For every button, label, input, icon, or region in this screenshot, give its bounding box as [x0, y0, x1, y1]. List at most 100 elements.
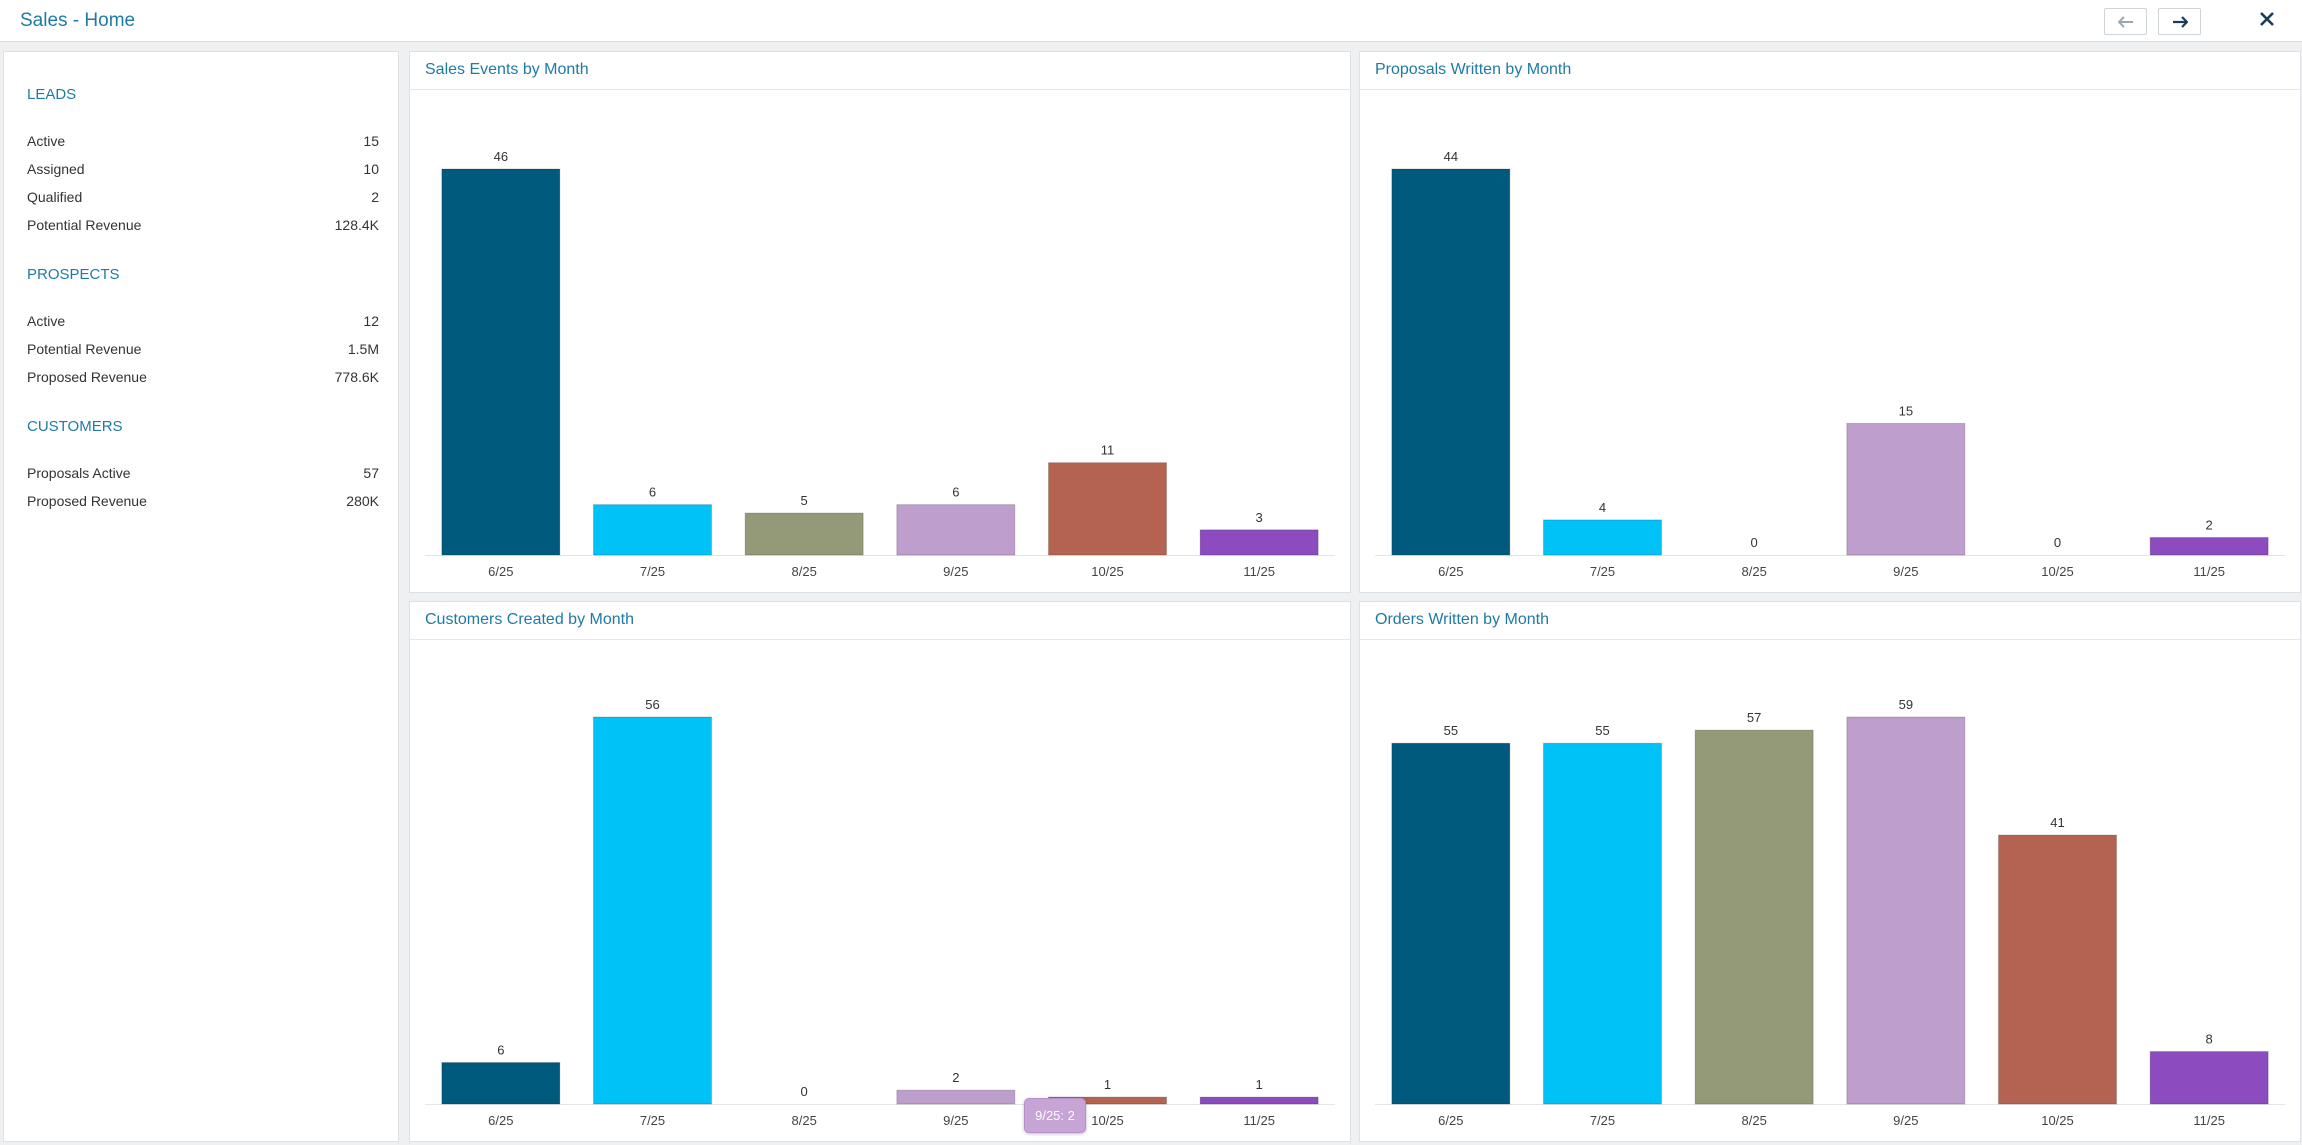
- row-label: Proposed Revenue: [27, 493, 147, 509]
- prospects-section-title: PROSPECTS: [27, 266, 120, 283]
- leads-section-title: LEADS: [27, 86, 77, 103]
- bar-value-label: 59: [1899, 697, 1913, 712]
- chart-bar[interactable]: [1543, 519, 1662, 556]
- bar-value-label: 6: [952, 485, 959, 500]
- bar-value-label: 0: [2054, 535, 2061, 550]
- x-tick-label: 6/25: [488, 1113, 513, 1128]
- chart-bar[interactable]: [2149, 536, 2269, 556]
- orders-written-chart: 55 6/25 55 7/25 57 8/25 59 9/25 41 10/25 8 11/25: [1375, 697, 2285, 1128]
- x-tick-label: 7/25: [1590, 564, 1615, 579]
- row-value: 57: [363, 465, 379, 481]
- x-tick-label: 7/25: [1590, 1113, 1615, 1128]
- x-tick-label: 9/25: [943, 1113, 968, 1128]
- prospects-proposed-revenue-row[interactable]: Proposed Revenue 778.6K: [27, 369, 379, 389]
- leads-active-row[interactable]: Active 15: [27, 133, 379, 153]
- bar-value-label: 2: [2206, 517, 2213, 532]
- chart-bar[interactable]: [1199, 1096, 1319, 1105]
- card-title: Orders Written by Month: [1375, 611, 1549, 628]
- row-value: 778.6K: [334, 369, 379, 385]
- row-label: Qualified: [27, 189, 83, 205]
- close-icon: [2259, 11, 2275, 32]
- bar-value-label: 56: [645, 697, 659, 712]
- title-bar: Sales - Home: [0, 0, 2302, 42]
- x-tick-label: 7/25: [640, 564, 665, 579]
- customers-proposals-active-row[interactable]: Proposals Active 57: [27, 465, 379, 485]
- forward-button[interactable]: [2158, 8, 2201, 35]
- card-title: Sales Events by Month: [425, 61, 589, 78]
- row-value: 128.4K: [334, 217, 379, 233]
- row-value: 10: [363, 161, 379, 177]
- leads-qualified-row[interactable]: Qualified 2: [27, 189, 379, 209]
- x-tick-label: 9/25: [1893, 564, 1918, 579]
- bar-value-label: 4: [1599, 500, 1606, 515]
- x-tick-label: 9/25: [1893, 1113, 1918, 1128]
- close-button[interactable]: [2255, 9, 2279, 33]
- x-tick-label: 8/25: [1742, 564, 1767, 579]
- chart-bar[interactable]: [1391, 168, 1511, 556]
- leads-assigned-row[interactable]: Assigned 10: [27, 161, 379, 181]
- card-title: Customers Created by Month: [425, 611, 634, 628]
- x-tick-label: 11/25: [2193, 564, 2225, 579]
- bar-value-label: 44: [1444, 149, 1458, 164]
- x-tick-label: 6/25: [1438, 1113, 1463, 1128]
- bar-value-label: 1: [1256, 1077, 1263, 1092]
- chart-bar[interactable]: [896, 1089, 1016, 1105]
- chart-bar[interactable]: [441, 1062, 561, 1105]
- x-tick-label: 10/25: [2041, 1113, 2074, 1128]
- row-label: Potential Revenue: [27, 217, 142, 233]
- bar-value-label: 2: [952, 1070, 959, 1085]
- chart-bar[interactable]: [1391, 742, 1511, 1105]
- bar-value-label: 55: [1595, 723, 1609, 738]
- chart-bar[interactable]: [1846, 422, 1966, 556]
- back-button[interactable]: [2104, 8, 2147, 35]
- prospects-active-row[interactable]: Active 12: [27, 313, 379, 333]
- row-label: Proposals Active: [27, 465, 131, 481]
- bar-value-label: 57: [1747, 710, 1761, 725]
- bar-value-label: 46: [494, 149, 508, 164]
- bar-value-label: 8: [2206, 1032, 2213, 1047]
- customers-proposed-revenue-row[interactable]: Proposed Revenue 280K: [27, 493, 379, 513]
- chart-bar[interactable]: [744, 512, 864, 556]
- arrow-right-icon: [2172, 15, 2188, 28]
- bar-value-label: 6: [649, 485, 656, 500]
- bar-value-label: 3: [1256, 510, 1263, 525]
- sales-events-chart: 46 6/25 6 7/25 5 8/25 6 9/25 11 10/25 3 11/25: [425, 149, 1335, 579]
- x-tick-label: 11/25: [1243, 564, 1275, 579]
- chart-tooltip: 9/25: 2: [1024, 1098, 1086, 1133]
- customers-section-title: CUSTOMERS: [27, 418, 123, 435]
- chart-bar[interactable]: [1846, 716, 1966, 1105]
- customers-created-chart: 6 6/25 56 7/25 0 8/25 2 9/25 1 10/25 1 11/25: [425, 697, 1335, 1128]
- chart-bar[interactable]: [593, 716, 712, 1105]
- leads-potential-revenue-row[interactable]: Potential Revenue 128.4K: [27, 217, 379, 237]
- row-value: 280K: [346, 493, 379, 509]
- proposals-written-card: Proposals Written by Month 44 6/25 4 7/25 0 8…: [1359, 51, 2301, 593]
- bar-value-label: 55: [1444, 723, 1458, 738]
- chart-bar[interactable]: [1048, 462, 1167, 556]
- chart-bar[interactable]: [593, 504, 712, 556]
- chart-bar[interactable]: [2149, 1051, 2269, 1105]
- chart-bar[interactable]: [441, 168, 561, 556]
- chart-bar[interactable]: [896, 504, 1016, 556]
- chart-bar[interactable]: [1199, 529, 1319, 556]
- x-tick-label: 8/25: [792, 1113, 817, 1128]
- summary-panel: LEADS Active 15 Assigned 10 Qualified 2 Pot…: [3, 51, 399, 1142]
- chart-bar[interactable]: [1543, 742, 1662, 1105]
- sales-events-card: Sales Events by Month 46 6/25 6 7/25 5 8/25 6 9…: [409, 51, 1351, 593]
- bar-value-label: 0: [801, 1084, 808, 1099]
- bar-value-label: 6: [497, 1043, 504, 1058]
- chart-bar[interactable]: [1694, 729, 1814, 1105]
- card-title: Proposals Written by Month: [1375, 61, 1572, 78]
- x-tick-label: 7/25: [640, 1113, 665, 1128]
- x-tick-label: 10/25: [2041, 564, 2074, 579]
- row-value: 1.5M: [347, 341, 379, 357]
- x-tick-label: 6/25: [488, 564, 513, 579]
- row-value: 15: [363, 133, 379, 149]
- customers-created-card: Customers Created by Month 6 6/25 56 7/25 0 8…: [409, 601, 1351, 1142]
- row-value: 2: [371, 189, 379, 205]
- proposals-written-chart: 44 6/25 4 7/25 0 8/25 15 9/25 0 10/25 2 11/25: [1375, 149, 2285, 579]
- x-tick-label: 9/25: [943, 564, 968, 579]
- prospects-potential-revenue-row[interactable]: Potential Revenue 1.5M: [27, 341, 379, 361]
- card-header: Proposals Written by Month: [1360, 52, 2300, 90]
- chart-bar[interactable]: [1998, 834, 2117, 1105]
- bar-value-label: 0: [1751, 535, 1758, 550]
